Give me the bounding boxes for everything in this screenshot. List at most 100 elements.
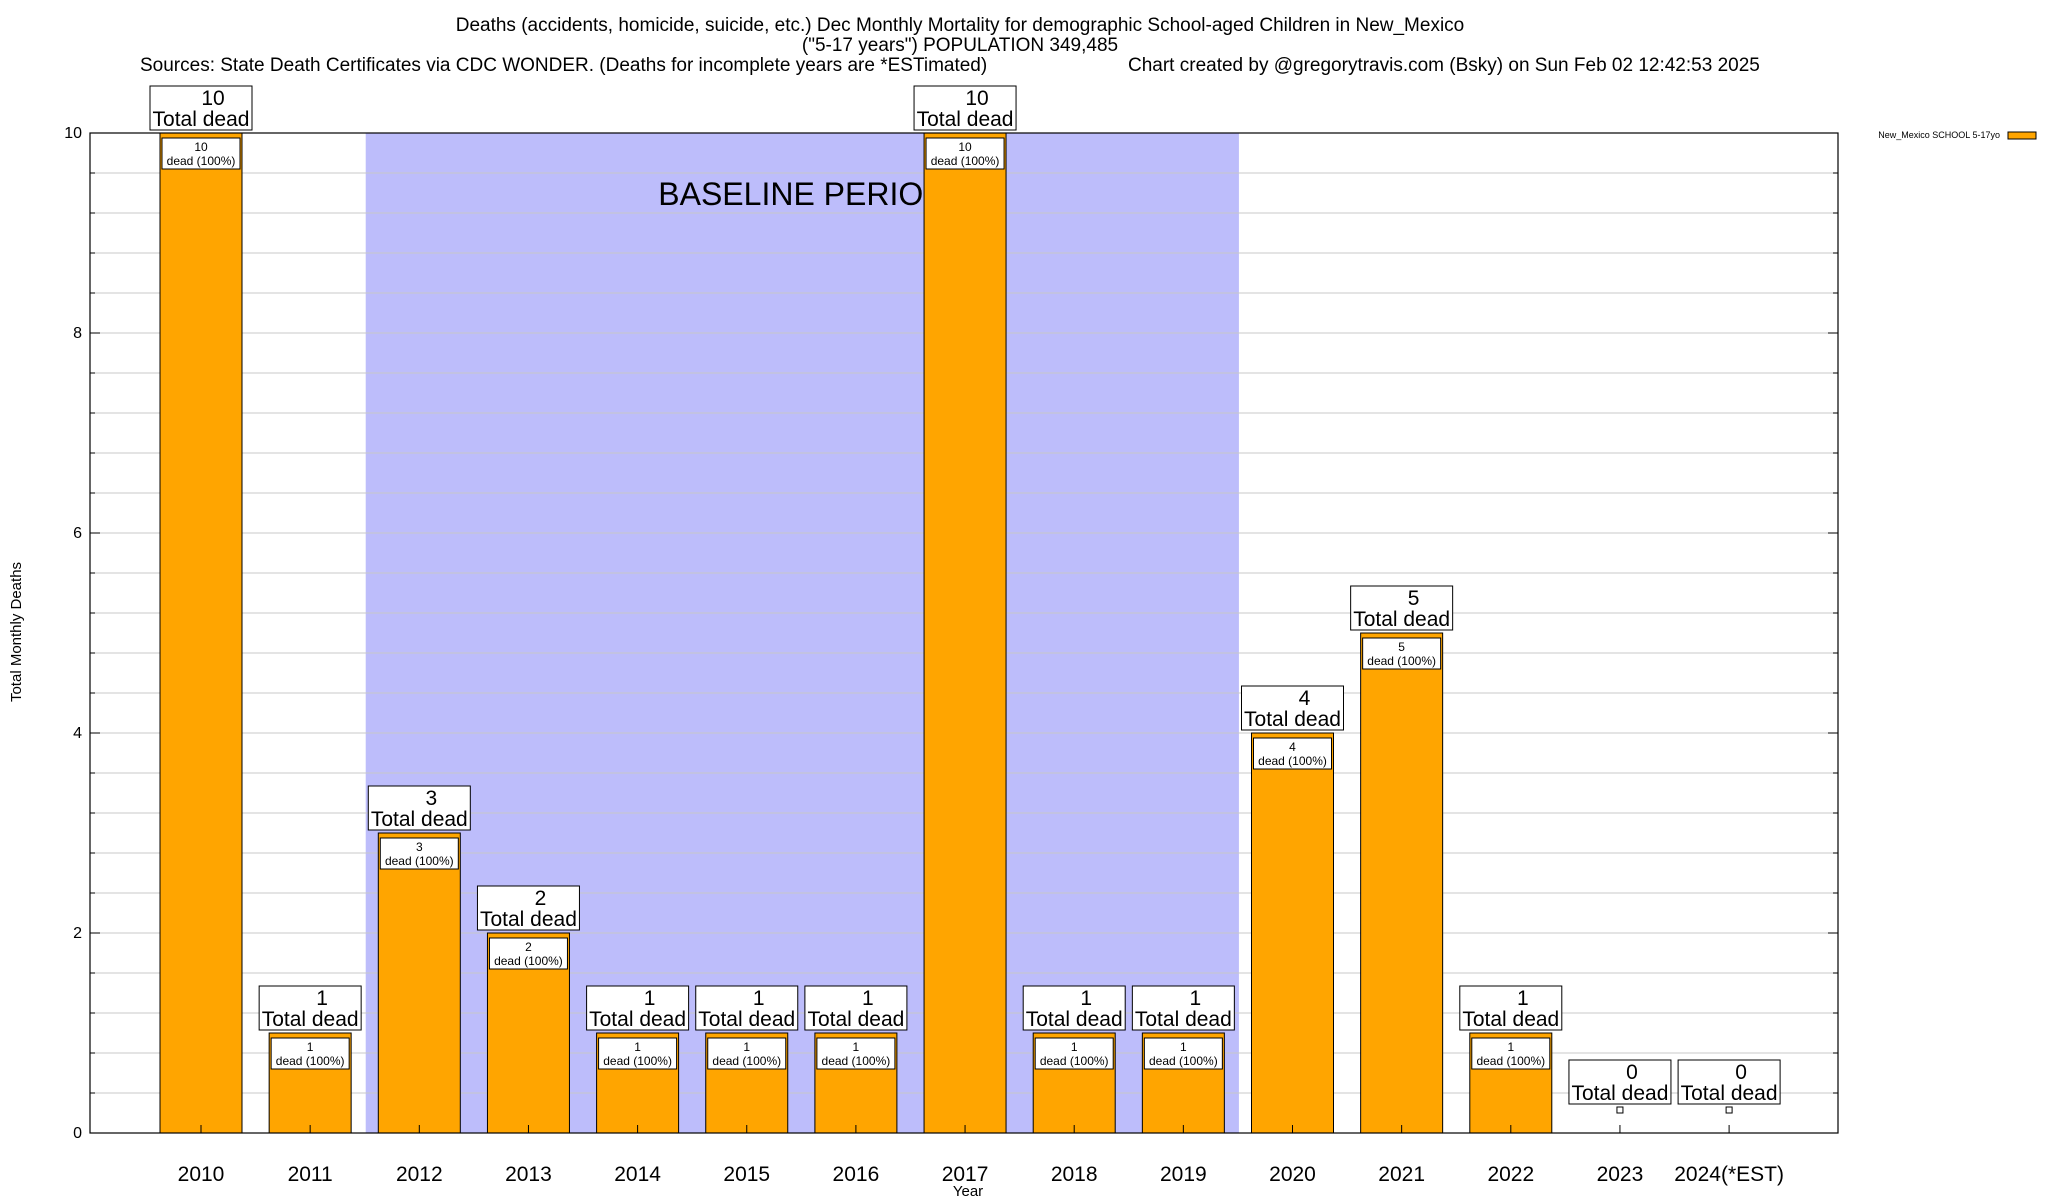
total-label-box-2024(*EST) [1677,1059,1781,1105]
segment-label-value-2021: 5 [1398,640,1405,654]
total-label-value-2016: 1 [862,987,874,1010]
segment-label-value-2017: 10 [958,140,972,154]
segment-label-box-2018 [1034,1037,1114,1070]
segment-label-text-2012: dead (100%) [385,854,454,868]
baseline-band-label: BASELINE PERIOD [658,176,946,212]
x-tick-label-2024(*EST): 2024(*EST) [1674,1163,1784,1186]
total-label-box-2014 [586,985,690,1031]
total-label-text-2013: Total dead [480,908,577,931]
bar-2024(*EST)-zero-marker [1725,1106,1733,1114]
total-label-text-2018: Total dead [1026,1008,1123,1031]
total-label-value-2015: 1 [753,987,765,1010]
segment-label-value-2022: 1 [1507,1040,1514,1054]
total-label-value-2017: 10 [965,87,988,110]
total-label-text-2010: Total dead [153,108,250,131]
segment-label-box-2013 [488,937,568,970]
segment-label-text-2017: dead (100%) [931,154,1000,168]
segment-label-text-2018: dead (100%) [1040,1054,1109,1068]
bar-2017 [923,132,1007,1134]
bar-2012 [377,832,461,1134]
legend-series-label: New_Mexico SCHOOL 5-17yo [1878,130,2000,140]
segment-label-text-2015: dead (100%) [712,1054,781,1068]
x-tick-label-2014: 2014 [614,1163,661,1186]
segment-label-box-2010 [161,137,241,170]
total-label-text-2012: Total dead [371,808,468,831]
segment-label-value-2019: 1 [1180,1040,1187,1054]
x-tick-label-2016: 2016 [833,1163,880,1186]
segment-label-value-2014: 1 [634,1040,641,1054]
segment-label-box-2017 [925,137,1005,170]
segment-label-box-2020 [1253,737,1332,770]
total-label-box-2010 [149,85,253,131]
x-tick-label-2021: 2021 [1378,1163,1425,1186]
segment-label-text-2011: dead (100%) [276,1054,345,1068]
x-tick-label-2020: 2020 [1269,1163,1316,1186]
y-axis-label: Total Monthly Deaths [8,562,25,702]
y-tick-label: 10 [64,125,82,142]
legend: New_Mexico SCHOOL 5-17yo [1878,130,2037,140]
segment-label-box-2021 [1362,637,1442,670]
x-tick-label-2012: 2012 [396,1163,443,1186]
total-label-box-2017 [913,85,1017,131]
x-tick-label-2010: 2010 [178,1163,225,1186]
total-label-value-2014: 1 [644,987,656,1010]
y-tick-label: 8 [73,325,82,342]
y-tick-label: 2 [73,925,82,942]
segment-label-box-2014 [598,1037,678,1070]
bar-2023-zero-marker [1616,1106,1624,1114]
total-label-box-2015 [695,985,799,1031]
x-tick-label-2023: 2023 [1597,1163,1644,1186]
segment-label-text-2014: dead (100%) [603,1054,672,1068]
segment-label-box-2015 [707,1037,787,1070]
total-label-value-2010: 10 [201,87,224,110]
segment-label-text-2019: dead (100%) [1149,1054,1218,1068]
total-label-box-2021 [1350,585,1454,631]
total-label-value-2019: 1 [1190,987,1202,1010]
segment-label-value-2015: 1 [743,1040,750,1054]
segment-label-text-2016: dead (100%) [822,1054,891,1068]
total-label-text-2019: Total dead [1135,1008,1232,1031]
total-label-box-2019 [1131,985,1235,1031]
total-label-text-2014: Total dead [589,1008,686,1031]
total-label-text-2017: Total dead [917,108,1014,131]
plot-frame [89,132,1839,1134]
segment-label-box-2016 [816,1037,896,1070]
total-label-box-2022 [1459,985,1563,1031]
total-label-text-2024(*EST): Total dead [1681,1082,1778,1105]
y-tick-label: 0 [73,1125,82,1142]
segment-label-value-2020: 4 [1289,740,1296,754]
bar-2021 [1360,632,1444,1134]
segment-label-box-2012 [379,837,459,870]
segment-label-box-2019 [1143,1037,1223,1070]
y-tick-label: 6 [73,525,82,542]
segment-label-value-2012: 3 [416,840,423,854]
segment-label-text-2013: dead (100%) [494,954,563,968]
segment-label-value-2016: 1 [853,1040,860,1054]
segment-label-value-2011: 1 [307,1040,314,1054]
y-tick-label: 4 [73,725,82,742]
total-label-text-2015: Total dead [698,1008,795,1031]
bar-2010 [159,132,243,1134]
total-label-value-2021: 5 [1408,587,1420,610]
x-tick-label-2011: 2011 [288,1163,333,1186]
x-tick-label-2015: 2015 [723,1163,770,1186]
legend-swatch [2007,131,2037,140]
x-axis-label: Year [953,1183,983,1200]
segment-label-text-2021: dead (100%) [1367,654,1436,668]
segment-label-text-2010: dead (100%) [167,154,236,168]
segment-label-value-2010: 10 [194,140,208,154]
total-label-text-2021: Total dead [1353,608,1450,631]
segment-label-box-2022 [1471,1037,1551,1070]
x-tick-label-2013: 2013 [505,1163,552,1186]
total-label-value-2023: 0 [1626,1061,1638,1084]
x-tick-label-2018: 2018 [1051,1163,1098,1186]
total-label-box-2018 [1022,985,1126,1031]
total-label-text-2016: Total dead [807,1008,904,1031]
total-label-value-2020: 4 [1299,687,1311,710]
total-label-value-2013: 2 [535,887,547,910]
total-label-box-2023 [1568,1059,1672,1105]
total-label-box-2020 [1241,685,1344,731]
